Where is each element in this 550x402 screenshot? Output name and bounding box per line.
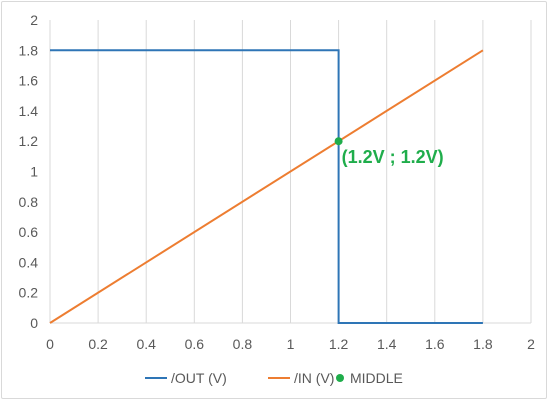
x-tick-label: 0.6 xyxy=(185,336,205,352)
legend-item: /OUT (V) xyxy=(145,370,227,386)
y-tick-label: 0.2 xyxy=(19,285,39,301)
y-tick-label: 2 xyxy=(30,12,38,28)
x-tick-label: 0.8 xyxy=(233,336,253,352)
legend-item: /IN (V) xyxy=(268,370,334,386)
x-tick-label: 1.8 xyxy=(473,336,493,352)
axis-layer: 0 0.2 0.4 0.6 0.8 1 1.2 1.4 1.6 1.8 2 0 0.2 0.4 0.6 0.8… xyxy=(19,12,536,352)
legend-label: /IN (V) xyxy=(294,370,334,386)
legend-item: MIDDLE xyxy=(336,370,403,386)
y-tick-label: 1.4 xyxy=(19,103,39,119)
y-tick-label: 0.6 xyxy=(19,224,39,240)
y-tick-label: 0 xyxy=(30,315,38,331)
in-series-line xyxy=(49,49,484,324)
grid-layer xyxy=(97,20,532,323)
out-series-line xyxy=(50,49,483,324)
y-tick-label: 0.8 xyxy=(19,194,39,210)
x-tick-label: 1.4 xyxy=(377,336,397,352)
legend: /OUT (V) /IN (V) MIDDLE xyxy=(145,370,403,386)
x-tick-label: 1 xyxy=(287,336,295,352)
x-tick-label: 1.2 xyxy=(329,336,349,352)
y-tick-label: 1 xyxy=(30,164,38,180)
y-tick-label: 1.2 xyxy=(19,133,39,149)
legend-label: MIDDLE xyxy=(350,370,403,386)
x-tick-label: 0.4 xyxy=(136,336,156,352)
x-tick-label: 1.6 xyxy=(425,336,445,352)
y-tick-label: 1.6 xyxy=(19,73,39,89)
legend-swatch-marker xyxy=(336,374,344,382)
middle-point-marker xyxy=(334,137,343,146)
middle-point-annotation: (1.2V ; 1.2V) xyxy=(342,147,444,167)
x-tick-label: 0 xyxy=(46,336,54,352)
x-tick-label: 2 xyxy=(527,336,535,352)
y-tick-label: 1.8 xyxy=(19,42,39,58)
series-layer: (1.2V ; 1.2V) xyxy=(49,49,484,324)
legend-label: /OUT (V) xyxy=(171,370,227,386)
y-tick-label: 0.4 xyxy=(19,254,39,270)
x-tick-label: 0.2 xyxy=(88,336,108,352)
